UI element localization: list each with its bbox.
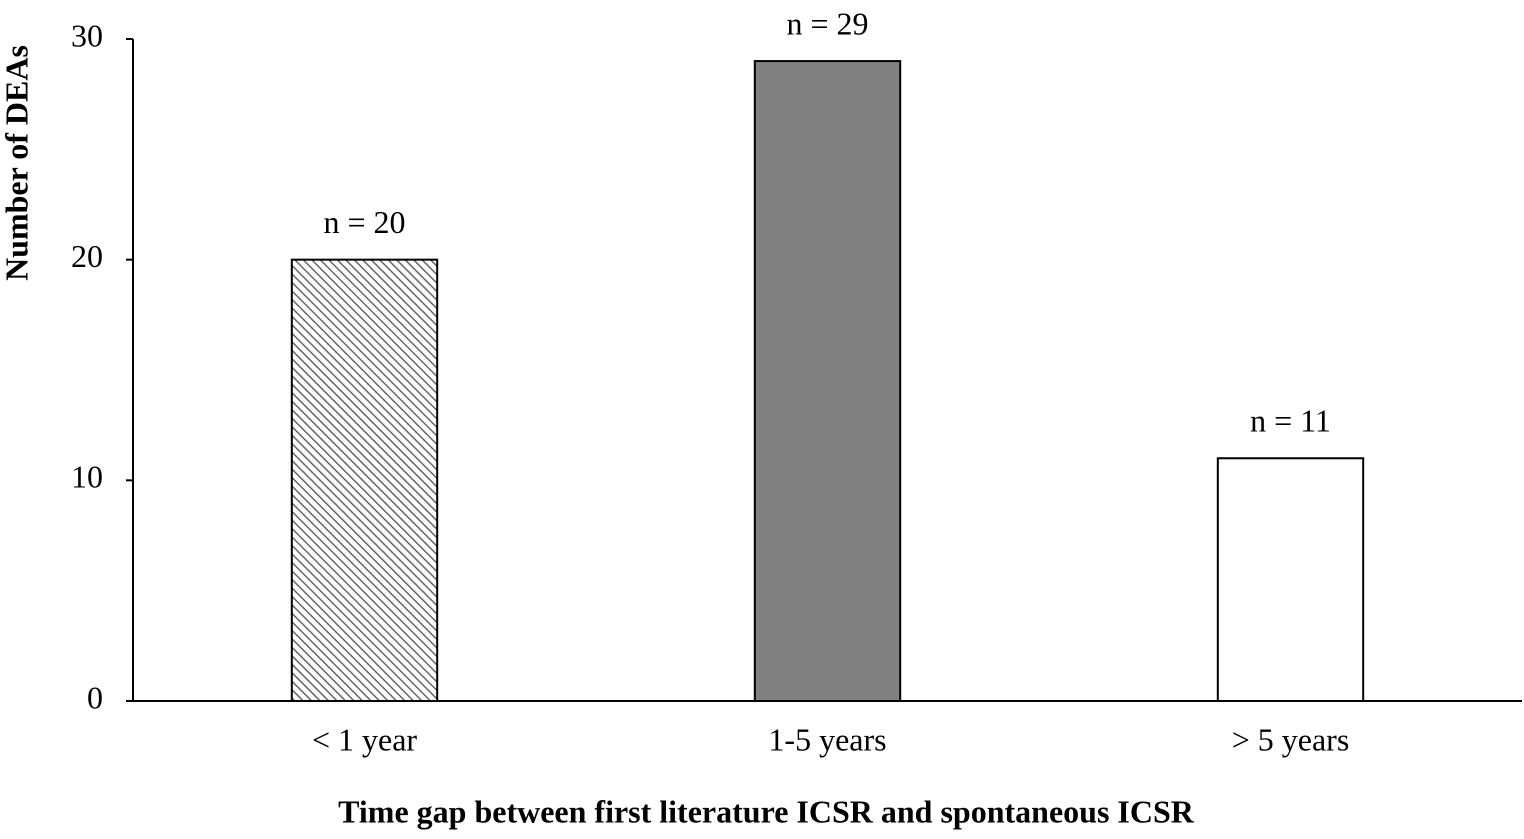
- x-tick-label: < 1 year: [312, 721, 417, 757]
- data-label: n = 20: [323, 204, 405, 240]
- y-tick-label: 10: [71, 459, 103, 495]
- bar: [1216, 457, 1365, 702]
- y-tick-label: 30: [71, 17, 103, 53]
- x-tick-label: 1-5 years: [768, 721, 886, 757]
- bar: [753, 60, 902, 703]
- bar: [290, 258, 439, 702]
- y-tick-label: 0: [87, 679, 103, 715]
- x-tick-label: > 5 years: [1232, 721, 1350, 757]
- data-label: n = 29: [786, 5, 868, 41]
- x-axis-label: Time gap between first literature ICSR a…: [338, 793, 1195, 829]
- data-label: n = 11: [1250, 403, 1331, 439]
- y-tick-label: 20: [71, 238, 103, 274]
- y-axis-label: Number of DEAs: [0, 45, 34, 281]
